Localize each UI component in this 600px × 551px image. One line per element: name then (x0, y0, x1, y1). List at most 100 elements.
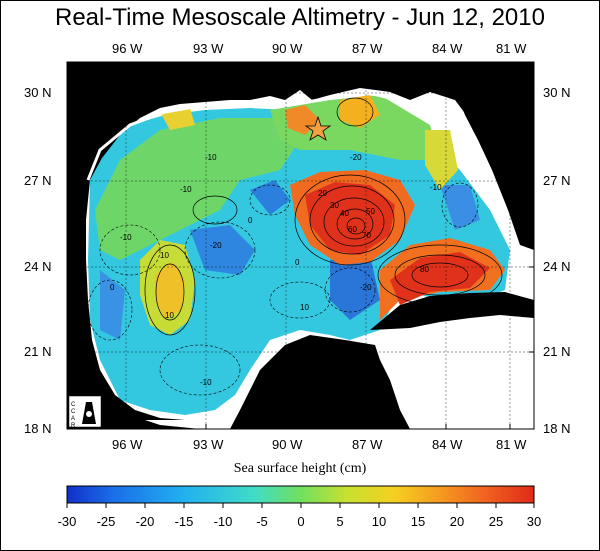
contour-neg-7 (159, 344, 241, 396)
contour-loop-2 (309, 185, 395, 255)
colorbar-tick-label: 15 (410, 514, 426, 529)
contour-label: 80 (420, 265, 429, 274)
contour-label: 0 (248, 216, 253, 225)
florida (455, 62, 534, 250)
loop-current-core (305, 182, 395, 255)
contour-loop-3 (323, 197, 385, 247)
contour-label: -10 (200, 378, 212, 387)
green-region-2 (270, 95, 440, 160)
contour-label: 0 (295, 258, 300, 267)
contour-lines (144, 97, 503, 336)
contour-label: 20 (318, 189, 327, 198)
star-marker (304, 115, 332, 141)
colorbar-tick-label: -5 (256, 514, 268, 529)
contour-label: -20 (360, 283, 372, 292)
contour-loop-5 (346, 217, 366, 235)
colorbar-tick-label: -30 (57, 514, 77, 529)
lon-label-top: 87 W (352, 41, 383, 56)
lon-label-top: 81 W (496, 41, 527, 56)
map-title: Real-Time Mesoscale Altimetry - Jun 12, … (55, 4, 545, 31)
contour-neg-4 (87, 279, 133, 341)
lat-label-right: 27 N (543, 173, 571, 188)
lat-label-left: 30 N (24, 85, 52, 100)
lat-label-left: 21 N (24, 344, 52, 359)
dashed-contours (87, 182, 479, 396)
lon-label-top: 84 W (432, 41, 463, 56)
contour-label: 10 (165, 311, 174, 320)
contour-south-1 (377, 244, 503, 306)
contour-neg-3 (99, 224, 161, 276)
contour-mid-1 (192, 195, 238, 225)
west-warm-core (155, 262, 185, 318)
colorbar-tick-label: 0 (297, 514, 305, 529)
ccar-logo: C C A R (68, 395, 102, 429)
contour-west-1 (144, 244, 196, 336)
contour-south-3 (411, 262, 469, 288)
contour-label: 30 (330, 201, 339, 210)
cuba (370, 292, 534, 330)
lon-label-bottom: 90 W (272, 437, 303, 452)
contour-west-2 (155, 263, 185, 321)
contour-label: -20 (210, 241, 222, 250)
contour-neg-5 (249, 184, 291, 216)
contour-label: -10 (180, 185, 192, 194)
lat-label-left: 18 N (24, 421, 52, 436)
contour-label: 50 (366, 207, 375, 216)
contour-loop-4 (336, 208, 374, 240)
contour-label: 0 (110, 283, 115, 292)
lat-label-right: 21 N (543, 344, 571, 359)
colorbar (66, 485, 535, 504)
svg-text:R: R (71, 423, 76, 429)
contour-label-group: -10 -10 -10 -20 -20 0 0 10 10 20 30 40 5… (110, 153, 442, 387)
blue-patch-2 (100, 270, 125, 340)
colorbar-tick-label: -15 (174, 514, 194, 529)
shelf-yellow (425, 130, 458, 190)
contour-label: 10 (300, 303, 309, 312)
contour-label: -10 (205, 153, 217, 162)
contour-neg-8 (269, 281, 331, 319)
graticule (67, 62, 534, 429)
colorbar-tick-label: 5 (336, 514, 344, 529)
colorbar-tick-label: -10 (213, 514, 233, 529)
blue-patch-3 (250, 180, 290, 215)
contour-label: 40 (340, 209, 349, 218)
tick-marks (67, 62, 534, 429)
colorbar-tick-label: 10 (371, 514, 387, 529)
lon-label-bottom: 84 W (432, 437, 463, 452)
lon-label-top: 93 W (193, 41, 224, 56)
map-border (66, 61, 535, 430)
lat-label-right: 18 N (543, 421, 571, 436)
contour-label: -10 (430, 183, 442, 192)
colorbar-label: Sea surface height (cm) (233, 461, 367, 476)
contour-label: 60 (348, 225, 357, 234)
colorbar-tick-label: 30 (526, 514, 542, 529)
coastal-yellow (160, 108, 195, 130)
lat-label-left: 24 N (24, 259, 52, 274)
svg-text:A: A (71, 416, 75, 422)
colorbar-tick-label: 20 (449, 514, 465, 529)
contour-ne-1 (336, 97, 374, 127)
lon-label-bottom: 93 W (193, 437, 224, 452)
contour-label: 10 (160, 251, 169, 260)
green-region (95, 118, 300, 260)
blue-patch-4 (330, 255, 380, 320)
blue-patch-5 (440, 185, 480, 230)
blue-patch (190, 225, 255, 275)
coast-outline (86, 90, 466, 181)
lon-label-bottom: 87 W (352, 437, 383, 452)
contour-neg-2 (324, 267, 376, 313)
colorbar-tick-label: -25 (96, 514, 116, 529)
contour-neg-1 (184, 221, 256, 279)
lon-label-bottom: 96 W (112, 437, 143, 452)
lat-label-right: 30 N (543, 85, 571, 100)
contour-loop-1 (294, 174, 406, 266)
lon-label-top: 90 W (272, 41, 303, 56)
lat-label-left: 27 N (24, 173, 52, 188)
contour-label: 70 (362, 231, 371, 240)
yucatan (230, 335, 410, 429)
lon-label-top: 96 W (112, 41, 143, 56)
colorbar-tick-label: -20 (135, 514, 155, 529)
colorbar-tick-label: 25 (488, 514, 504, 529)
colorbar-ticks (66, 503, 535, 508)
